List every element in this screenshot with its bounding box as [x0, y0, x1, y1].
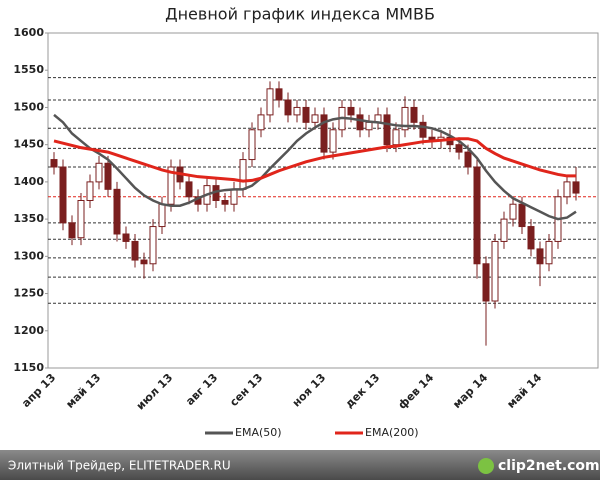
candle-body — [149, 226, 157, 265]
candle-body — [185, 181, 193, 198]
candle-body — [509, 203, 517, 220]
y-tick-label: 1150 — [13, 361, 44, 374]
y-tick-label: 1400 — [13, 175, 44, 188]
candle-body — [320, 114, 328, 153]
candle-body — [365, 121, 373, 131]
candle-body — [383, 114, 391, 146]
candle-body — [392, 129, 400, 146]
candle-body — [275, 88, 283, 101]
logo-icon — [478, 458, 494, 474]
candle-body — [311, 114, 319, 123]
candle-body — [482, 263, 490, 302]
footer-logo: clip2net.com — [498, 458, 600, 474]
legend-label: EMA(200) — [365, 426, 419, 439]
candle-body — [50, 159, 58, 168]
candle-body — [95, 162, 103, 183]
y-tick-label: 1550 — [13, 63, 44, 76]
chart-title: Дневной график индекса ММВБ — [165, 5, 435, 24]
footer-source: Элитный Трейдер, ELITETRADER.RU — [8, 459, 231, 473]
candle-body — [257, 114, 265, 131]
candle-body — [167, 166, 175, 205]
candle-body — [563, 181, 571, 198]
candle-body — [329, 129, 337, 153]
ema-line — [53, 113, 577, 221]
candle-body — [302, 106, 310, 123]
candle-body — [347, 106, 355, 116]
y-tick-label: 1200 — [13, 324, 44, 337]
candle-body — [266, 88, 274, 116]
candle-body — [77, 200, 85, 239]
y-tick-label: 1500 — [13, 100, 44, 113]
candle-body — [68, 222, 76, 239]
legend-label: EMA(50) — [235, 426, 282, 439]
y-tick-label: 1350 — [13, 212, 44, 225]
candle-body — [248, 129, 256, 161]
candle-body — [545, 240, 553, 265]
candle-body — [572, 181, 580, 194]
plot-area — [47, 32, 599, 369]
candle-body — [356, 114, 364, 131]
y-tick-label: 1600 — [13, 26, 44, 39]
candle-body — [131, 240, 139, 261]
ema-line — [53, 137, 576, 183]
y-tick-label: 1300 — [13, 249, 44, 262]
candle-body — [419, 121, 427, 138]
candle-body — [464, 151, 472, 168]
candle-body — [536, 248, 544, 265]
candle-body — [86, 181, 94, 201]
candle-body — [158, 203, 166, 228]
candle-body — [221, 200, 229, 205]
candle-body — [410, 106, 418, 123]
candle-body — [500, 218, 508, 242]
candle-body — [527, 226, 535, 250]
candle-body — [455, 144, 463, 153]
candle-body — [113, 188, 121, 235]
candle-body — [473, 166, 481, 265]
y-tick-label: 1450 — [13, 138, 44, 151]
candle-body — [239, 159, 247, 190]
candle-body — [518, 203, 526, 228]
candle-body — [59, 166, 67, 224]
y-tick-label: 1250 — [13, 287, 44, 300]
candle-body — [491, 240, 499, 302]
candle-body — [230, 188, 238, 205]
candle-body — [140, 259, 148, 265]
candle-body — [284, 99, 292, 116]
candle-body — [293, 106, 301, 116]
footer-bar — [0, 450, 600, 480]
candle-body — [122, 233, 130, 242]
candle-body — [401, 106, 409, 131]
candle-body — [104, 162, 112, 190]
